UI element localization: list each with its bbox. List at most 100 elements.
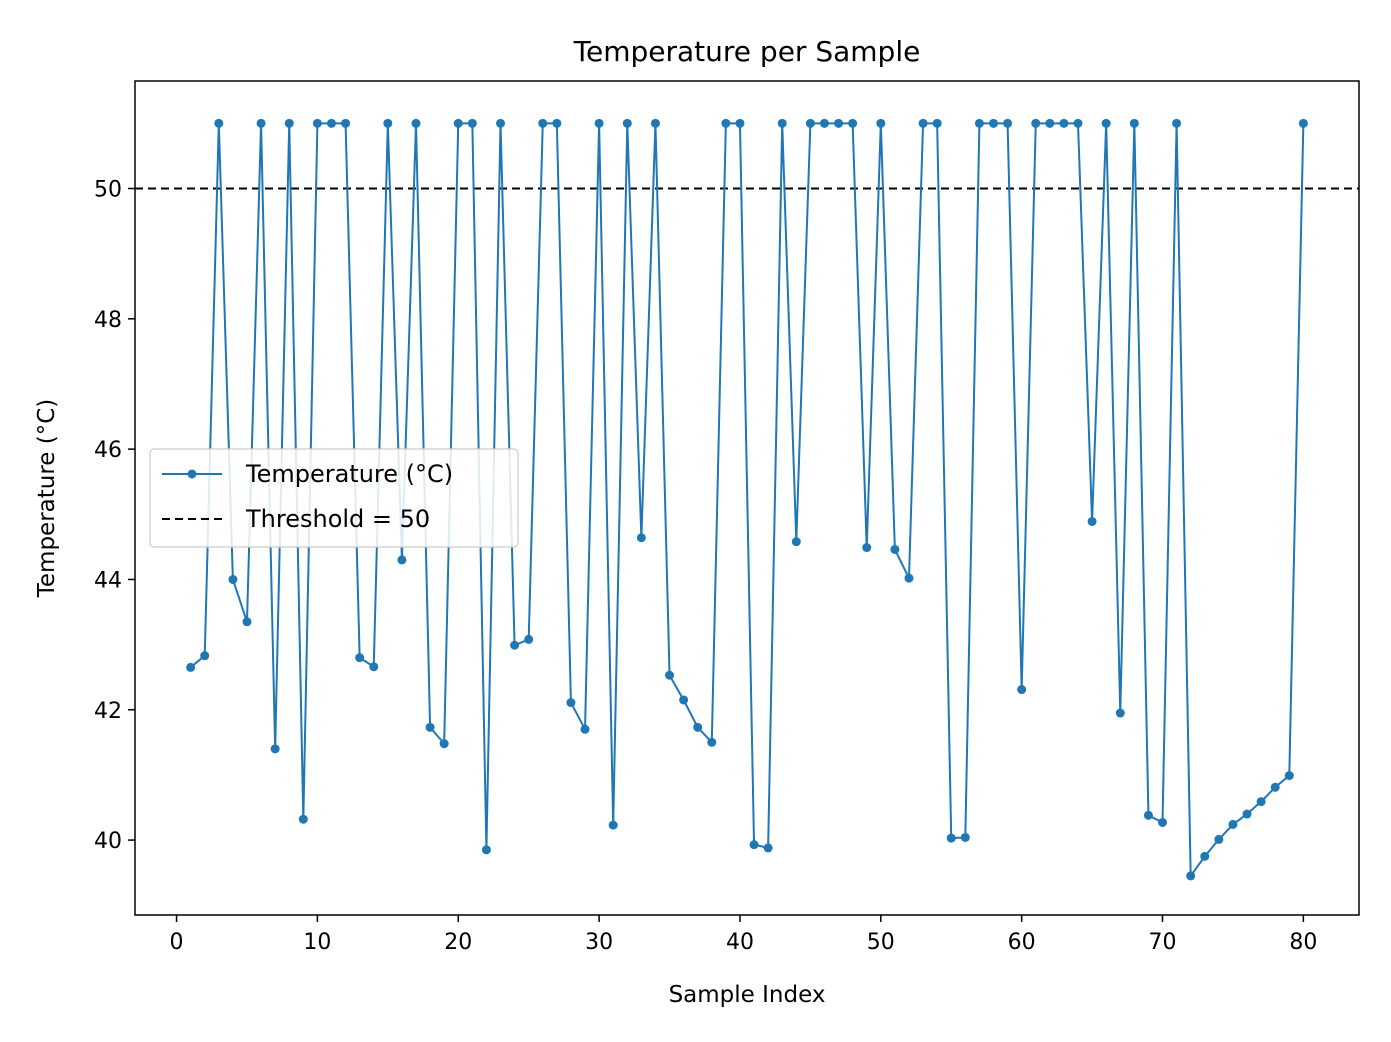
x-tick-label: 60 bbox=[1008, 930, 1036, 955]
temperature-point bbox=[1256, 797, 1266, 807]
temperature-point bbox=[946, 833, 956, 843]
temperature-point bbox=[580, 724, 590, 734]
temperature-point bbox=[524, 634, 534, 644]
temperature-point bbox=[1214, 834, 1224, 844]
temperature-point bbox=[679, 695, 689, 705]
temperature-point bbox=[383, 118, 393, 128]
temperature-point bbox=[214, 118, 224, 128]
temperature-point bbox=[1045, 118, 1055, 128]
temperature-point bbox=[242, 617, 252, 627]
chart-title: Temperature per Sample bbox=[573, 35, 921, 68]
temperature-point bbox=[496, 118, 506, 128]
x-tick-label: 80 bbox=[1289, 930, 1317, 955]
y-tick-label: 42 bbox=[94, 699, 122, 724]
temperature-point bbox=[1242, 809, 1252, 819]
legend-series-label: Temperature (°C) bbox=[245, 460, 453, 488]
data-series bbox=[186, 118, 1308, 881]
legend-threshold-label: Threshold = 50 bbox=[245, 505, 430, 533]
temperature-point bbox=[650, 118, 660, 128]
temperature-point bbox=[707, 737, 717, 747]
temperature-point bbox=[1172, 118, 1182, 128]
temperature-point bbox=[918, 118, 928, 128]
legend: Temperature (°C) Threshold = 50 bbox=[149, 448, 519, 548]
temperature-point bbox=[326, 118, 336, 128]
temperature-point bbox=[876, 118, 886, 128]
temperature-point bbox=[256, 118, 266, 128]
temperature-point bbox=[200, 651, 210, 661]
temperature-point bbox=[608, 820, 618, 830]
x-tick-label: 20 bbox=[444, 930, 472, 955]
temperature-point bbox=[1143, 810, 1153, 820]
temperature-point bbox=[1129, 118, 1139, 128]
x-tick-label: 10 bbox=[303, 930, 331, 955]
temperature-point bbox=[453, 118, 463, 128]
temperature-point bbox=[960, 832, 970, 842]
temperature-point bbox=[538, 118, 548, 128]
temperature-point bbox=[988, 118, 998, 128]
x-axis-label: Sample Index bbox=[669, 982, 826, 1008]
temperature-point bbox=[594, 118, 604, 128]
x-tick-label: 0 bbox=[170, 930, 184, 955]
temperature-point bbox=[467, 118, 477, 128]
temperature-point bbox=[777, 118, 787, 128]
x-tick-label: 30 bbox=[585, 930, 613, 955]
y-tick-label: 44 bbox=[94, 568, 122, 593]
y-tick-label: 46 bbox=[94, 438, 122, 463]
temperature-point bbox=[1186, 871, 1196, 881]
temperature-point bbox=[834, 118, 844, 128]
temperature-point bbox=[805, 118, 815, 128]
temperature-point bbox=[791, 537, 801, 547]
temperature-point bbox=[1087, 516, 1097, 526]
temperature-point bbox=[904, 573, 914, 583]
temperature-point bbox=[270, 744, 280, 754]
plot-frame bbox=[134, 80, 1360, 916]
temperature-point bbox=[298, 814, 308, 824]
x-tick-label: 70 bbox=[1149, 930, 1177, 955]
temperature-point bbox=[1158, 817, 1168, 827]
temperature-point bbox=[890, 544, 900, 554]
temperature-point bbox=[1228, 819, 1238, 829]
temperature-point bbox=[665, 670, 675, 680]
temperature-point bbox=[552, 118, 562, 128]
temperature-point bbox=[932, 118, 942, 128]
temperature-point bbox=[763, 843, 773, 853]
legend-box bbox=[149, 448, 519, 548]
temperature-point bbox=[721, 118, 731, 128]
temperature-point bbox=[439, 739, 449, 749]
temperature-point bbox=[228, 574, 238, 584]
temperature-point bbox=[735, 118, 745, 128]
y-tick-label: 40 bbox=[94, 829, 122, 854]
temperature-point bbox=[481, 845, 491, 855]
temperature-point bbox=[862, 543, 872, 553]
temperature-point bbox=[1073, 118, 1083, 128]
temperature-point bbox=[284, 118, 294, 128]
temperature-point bbox=[425, 722, 435, 732]
temperature-point bbox=[1200, 851, 1210, 861]
temperature-point bbox=[848, 118, 858, 128]
temperature-point bbox=[636, 533, 646, 543]
temperature-point bbox=[355, 653, 365, 663]
temperature-point bbox=[622, 118, 632, 128]
temperature-point bbox=[341, 118, 351, 128]
y-tick-label: 50 bbox=[94, 178, 122, 203]
temperature-point bbox=[1298, 118, 1308, 128]
y-axis-ticks: 40 42 44 46 48 50 bbox=[94, 178, 135, 854]
temperature-point bbox=[1031, 118, 1041, 128]
temperature-point bbox=[1003, 118, 1013, 128]
temperature-point bbox=[1270, 782, 1280, 792]
temperature-point bbox=[186, 662, 196, 672]
temperature-point bbox=[312, 118, 322, 128]
y-axis-label: Temperature (°C) bbox=[34, 399, 60, 599]
temperature-point bbox=[1284, 771, 1294, 781]
x-tick-label: 40 bbox=[726, 930, 754, 955]
temperature-point bbox=[819, 118, 829, 128]
temperature-point bbox=[411, 118, 421, 128]
temperature-point bbox=[1059, 118, 1069, 128]
temperature-line bbox=[189, 122, 1305, 877]
temperature-point bbox=[510, 640, 520, 650]
temperature-point bbox=[1101, 118, 1111, 128]
temperature-point bbox=[1017, 685, 1027, 695]
temperature-point bbox=[693, 722, 703, 732]
x-tick-label: 50 bbox=[867, 930, 895, 955]
